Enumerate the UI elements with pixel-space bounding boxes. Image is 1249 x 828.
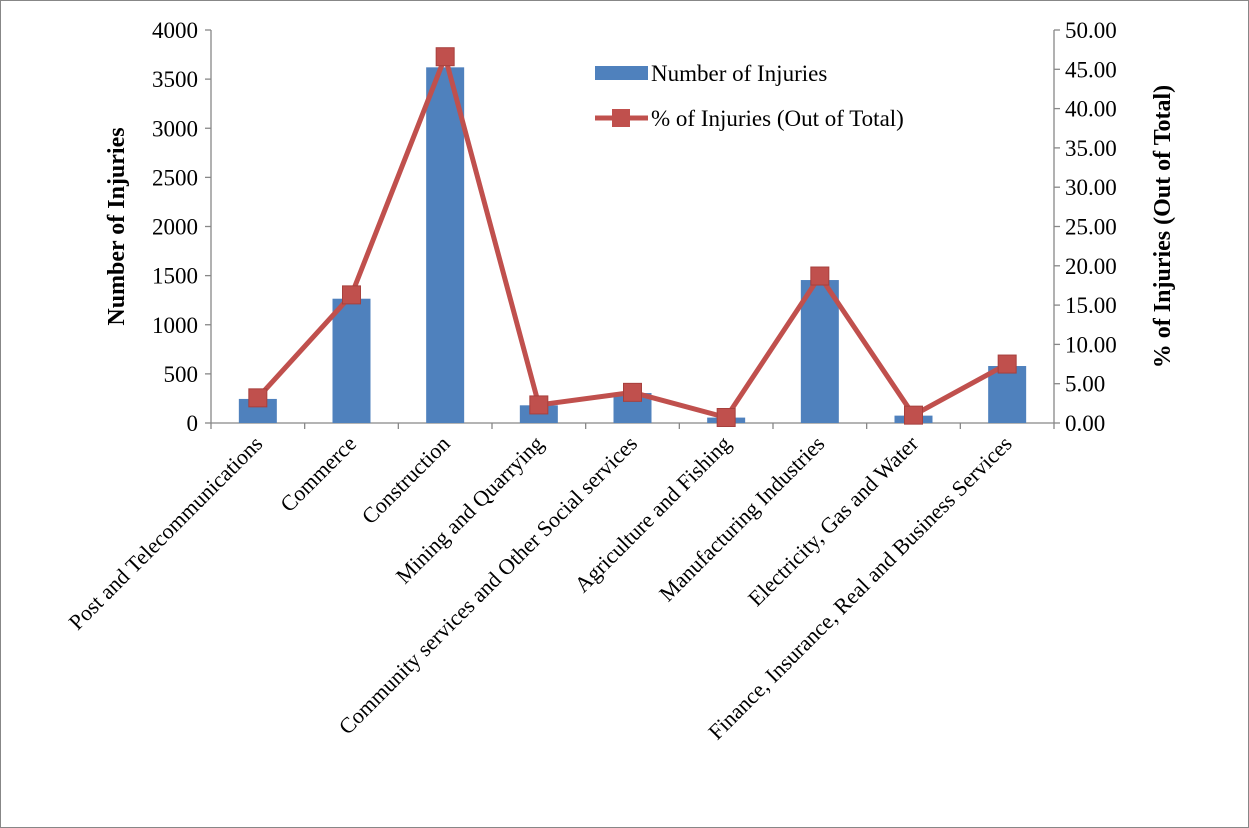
category-label: Manufacturing Industries [654,431,829,606]
left-tick-label: 1000 [152,313,198,338]
legend-line-marker [612,109,630,127]
line-marker [249,389,267,407]
line-marker [717,408,735,426]
right-tick-label: 5.00 [1065,372,1105,397]
legend-bar-label: Number of Injuries [651,61,827,86]
left-tick-label: 1500 [152,264,198,289]
right-tick-label: 10.00 [1065,332,1117,357]
bar [333,299,371,423]
left-tick-label: 500 [164,362,199,387]
category-label: Agriculture and Fishing [569,431,735,597]
left-tick-label: 4000 [152,18,198,43]
right-tick-label: 35.00 [1065,136,1117,161]
left-tick-label: 2500 [152,165,198,190]
line-marker [624,383,642,401]
right-tick-label: 50.00 [1065,18,1117,43]
bar [801,280,839,423]
left-tick-label: 3500 [152,67,198,92]
right-tick-label: 45.00 [1065,57,1117,82]
legend-line-label: % of Injuries (Out of Total) [651,106,904,131]
right-tick-label: 20.00 [1065,254,1117,279]
line-marker [905,406,923,424]
line-marker [811,267,829,285]
category-label: Commerce [275,431,361,517]
category-label: Construction [357,431,455,529]
right-tick-label: 40.00 [1065,97,1117,122]
line-marker [343,286,361,304]
left-tick-label: 2000 [152,215,198,240]
bar [426,67,464,423]
left-tick-label: 0 [187,411,199,436]
line-marker [436,48,454,66]
legend-bar-swatch [595,66,648,80]
right-tick-label: 15.00 [1065,293,1117,318]
y-axis-title: Number of Injuries [104,127,130,325]
bar [988,366,1026,423]
right-tick-label: 25.00 [1065,215,1117,240]
line-marker [530,396,548,414]
right-tick-label: 30.00 [1065,175,1117,200]
y2-axis-title: % of Injuries (Out of Total) [1150,85,1176,368]
right-tick-label: 0.00 [1065,411,1105,436]
category-label: Electricity, Gas and Water [743,430,924,611]
left-tick-label: 3000 [152,116,198,141]
line-marker [998,355,1016,373]
category-label: Post and Telecommunications [64,431,268,635]
